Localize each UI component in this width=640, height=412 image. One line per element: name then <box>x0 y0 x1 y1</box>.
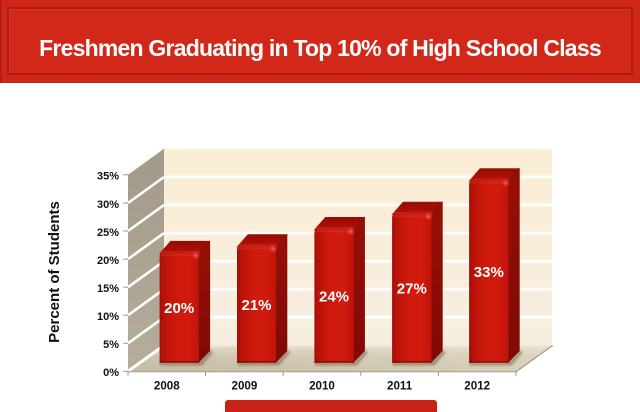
svg-text:27%: 27% <box>397 281 427 298</box>
svg-text:21%: 21% <box>241 297 271 314</box>
svg-text:2009: 2009 <box>232 380 258 393</box>
svg-text:Percent of Students: Percent of Students <box>46 201 63 343</box>
svg-text:20%: 20% <box>164 300 194 317</box>
svg-text:2008: 2008 <box>154 380 180 393</box>
svg-text:25%: 25% <box>97 227 119 239</box>
svg-text:0%: 0% <box>103 367 119 379</box>
svg-text:15%: 15% <box>97 283 119 295</box>
svg-text:20%: 20% <box>97 255 119 267</box>
svg-text:2010: 2010 <box>309 380 335 393</box>
svg-text:2011: 2011 <box>387 380 413 393</box>
svg-text:5%: 5% <box>103 339 119 351</box>
svg-text:24%: 24% <box>319 288 349 305</box>
svg-text:30%: 30% <box>97 199 119 211</box>
svg-text:2012: 2012 <box>464 380 490 393</box>
svg-text:10%: 10% <box>97 311 119 323</box>
svg-text:33%: 33% <box>474 264 504 281</box>
svg-text:35%: 35% <box>97 171 119 183</box>
